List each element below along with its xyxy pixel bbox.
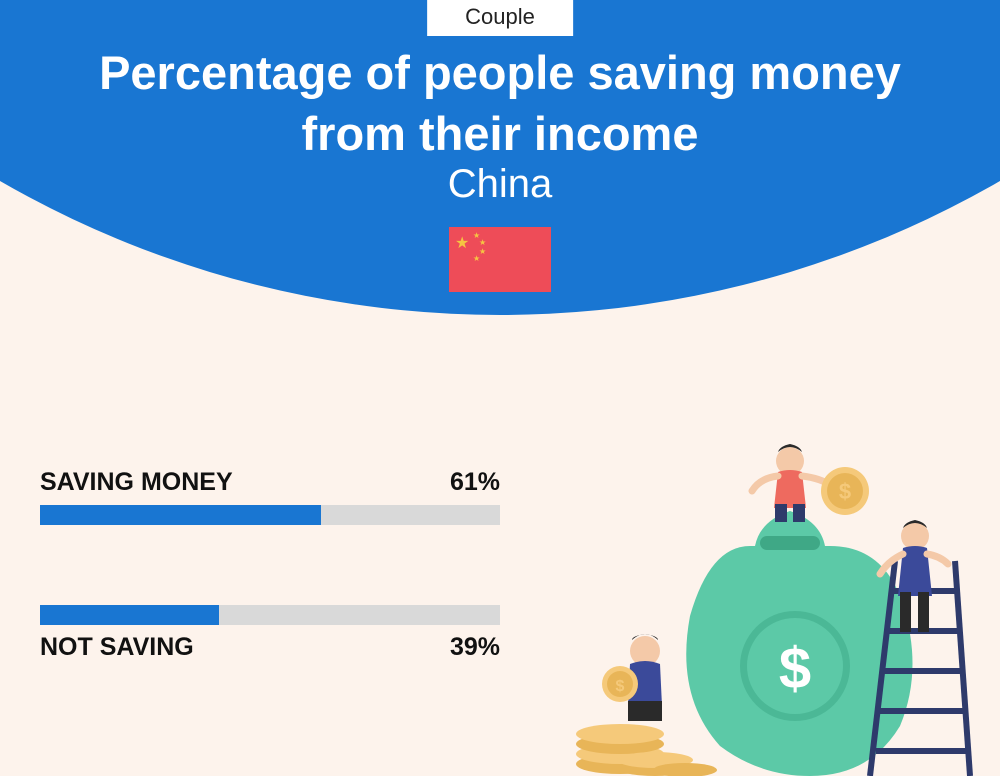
bar-value: 39% — [450, 633, 500, 662]
person-top-icon: $ — [752, 444, 869, 522]
title-line-1: Percentage of people saving money — [0, 42, 1000, 103]
bar-label: NOT SAVING — [40, 633, 194, 662]
page-subtitle: China — [0, 162, 1000, 207]
bar-label-row: SAVING MONEY 61% — [40, 468, 500, 497]
flag-star-icon: ★ — [479, 238, 486, 247]
title-line-2: from their income — [0, 103, 1000, 164]
china-flag-icon: ★ ★ ★ ★ ★ — [449, 227, 551, 292]
bar-track — [40, 605, 500, 625]
savings-illustration-icon: $ $ $ — [560, 436, 980, 776]
bar-value: 61% — [450, 468, 500, 497]
flag-star-icon: ★ — [473, 254, 480, 263]
bar-chart: SAVING MONEY 61% NOT SAVING 39% — [40, 468, 500, 742]
bar-fill — [40, 505, 321, 525]
svg-text:$: $ — [779, 636, 811, 701]
person-sitting-icon: $ — [602, 634, 662, 721]
bar-label: SAVING MONEY — [40, 468, 233, 497]
bar-fill — [40, 605, 219, 625]
page-title: Percentage of people saving money from t… — [0, 42, 1000, 164]
flag-star-icon: ★ — [455, 233, 469, 253]
bar-label-row: NOT SAVING 39% — [40, 633, 500, 662]
money-bag-icon: $ — [686, 511, 912, 776]
svg-text:$: $ — [616, 678, 625, 695]
bar-track — [40, 505, 500, 525]
coin-stack-icon — [576, 724, 717, 776]
bar-group-not-saving: NOT SAVING 39% — [40, 605, 500, 662]
svg-text:$: $ — [839, 479, 851, 504]
category-badge: Couple — [427, 0, 573, 36]
bar-group-saving: SAVING MONEY 61% — [40, 468, 500, 525]
